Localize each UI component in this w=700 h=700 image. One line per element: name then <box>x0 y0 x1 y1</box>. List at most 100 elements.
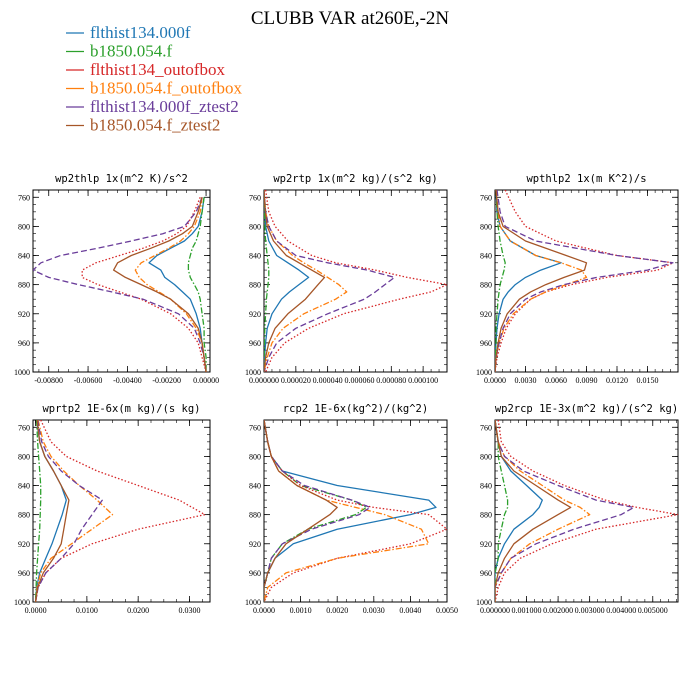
y-tick-label: 960 <box>249 339 261 348</box>
series-line <box>495 420 509 602</box>
y-tick-label: 920 <box>249 540 261 549</box>
y-tick-label: 840 <box>480 252 492 261</box>
y-tick-label: 880 <box>18 511 30 520</box>
y-tick-label: 760 <box>18 193 30 202</box>
plot-frame <box>32 189 211 373</box>
y-tick-label: 760 <box>480 193 492 202</box>
x-tick-label: 0.000080 <box>376 376 406 385</box>
y-tick-label: 760 <box>480 423 492 432</box>
series-line <box>495 190 506 372</box>
y-tick-label: 920 <box>480 310 492 319</box>
series-group <box>495 190 674 372</box>
series-line <box>264 190 310 372</box>
y-tick-label: 920 <box>18 540 30 549</box>
x-tick-label: 0.0040 <box>399 606 421 615</box>
x-tick-label: -0.00200 <box>152 376 181 385</box>
y-tick-label: 840 <box>18 482 30 491</box>
series-line <box>187 197 207 372</box>
x-tick-label: 0.0000 <box>253 606 275 615</box>
x-tick-label: 0.0120 <box>606 376 628 385</box>
series-line <box>495 190 588 372</box>
series-line <box>34 420 103 602</box>
y-tick-label: 840 <box>249 252 261 261</box>
y-tick-label: 800 <box>480 222 492 231</box>
y-tick-label: 800 <box>480 452 492 461</box>
legend-entry: flthist134.000f <box>90 23 191 42</box>
series-line <box>264 420 447 602</box>
x-tick-label: 0.0060 <box>545 376 567 385</box>
x-tick-label: -0.00600 <box>74 376 103 385</box>
y-tick-label: 800 <box>18 452 30 461</box>
y-tick-label: 1000 <box>14 598 30 607</box>
y-tick-label: 1000 <box>245 368 261 377</box>
series-line <box>134 197 207 372</box>
y-tick-label: 880 <box>18 281 30 290</box>
series-line <box>495 420 572 602</box>
series-line <box>495 420 543 602</box>
panel-5: rcp2 1E-6x(kg^2)/(kg^2) 760 800 840 880 920 96… <box>245 403 458 615</box>
series-line <box>264 190 396 372</box>
series-group <box>34 420 206 602</box>
y-tick-label: 760 <box>249 423 261 432</box>
series-line <box>264 420 338 602</box>
series-line <box>495 190 562 372</box>
x-tick-label: 0.0020 <box>326 606 348 615</box>
y-tick-label: 800 <box>249 452 261 461</box>
panel-4: wprtp2 1E-6x(m kg)/(s kg) 760 800 840 880 920… <box>14 403 211 615</box>
legend-entry: flthist134_outofbox <box>90 60 226 79</box>
series-line <box>264 190 326 372</box>
panels-grid: wp2thlp 1x(m^2 K)/s^2 760 800 840 880 920 960 1… <box>14 173 679 615</box>
x-tick-label: 0.003000 <box>575 606 605 615</box>
series-line <box>495 190 674 372</box>
panel-title: wprtp2 1E-6x(m kg)/(s kg) <box>42 403 200 415</box>
series-group <box>264 190 447 372</box>
series-group <box>33 197 207 372</box>
x-tick-label: 0.002000 <box>543 606 573 615</box>
series-line <box>81 197 207 372</box>
series-line <box>495 420 591 602</box>
plot-frame <box>494 419 679 603</box>
series-line <box>112 197 207 372</box>
series-line <box>264 190 270 372</box>
x-tick-label: -0.00400 <box>113 376 142 385</box>
x-tick-label: 0.000000 <box>249 376 279 385</box>
y-tick-label: 960 <box>18 569 30 578</box>
series-line <box>264 190 447 372</box>
x-tick-label: 0.000040 <box>313 376 343 385</box>
y-tick-label: 880 <box>249 281 261 290</box>
legend-entry: b1850.054.f <box>90 42 173 61</box>
panel-title: wpthlp2 1x(m K^2)/s <box>526 173 646 185</box>
x-tick-label: 0.001000 <box>512 606 542 615</box>
series-group <box>264 420 447 602</box>
legend-entry: b1850.054.f_ztest2 <box>90 116 220 135</box>
x-tick-label: 0.004000 <box>606 606 636 615</box>
panel-title: rcp2 1E-6x(kg^2)/(kg^2) <box>283 403 428 415</box>
series-group <box>495 420 678 602</box>
x-tick-label: 0.0030 <box>515 376 537 385</box>
series-line <box>495 420 635 602</box>
y-tick-label: 880 <box>480 281 492 290</box>
x-tick-label: 0.0150 <box>637 376 659 385</box>
x-tick-label: 0.0000 <box>484 376 506 385</box>
panel-3: wpthlp2 1x(m K^2)/s 760 800 840 880 920 960 100… <box>476 173 679 385</box>
panel-6: wp2rcp 1E-3x(m^2 kg)/(s^2 kg)760 800 840 88… <box>476 403 679 615</box>
y-tick-label: 880 <box>249 511 261 520</box>
y-tick-label: 840 <box>249 482 261 491</box>
series-line <box>34 420 70 602</box>
y-tick-label: 960 <box>480 569 492 578</box>
panel-title: wp2rtp 1x(m^2 kg)/(s^2 kg) <box>273 173 437 185</box>
y-tick-label: 1000 <box>245 598 261 607</box>
series-line <box>495 190 588 372</box>
x-tick-label: 0.000020 <box>281 376 311 385</box>
x-tick-label: -0.00800 <box>34 376 63 385</box>
series-line <box>264 420 371 602</box>
y-tick-label: 1000 <box>476 598 492 607</box>
x-tick-label: 0.0090 <box>576 376 598 385</box>
x-tick-label: 0.0200 <box>127 606 149 615</box>
figure-title: CLUBB VAR at260E,-2N <box>251 8 450 29</box>
series-line <box>264 190 348 372</box>
series-line <box>34 420 206 602</box>
x-tick-label: 0.00000 <box>193 376 219 385</box>
panel-title: wp2rcp 1E-3x(m^2 kg)/(s^2 kg) <box>495 403 678 415</box>
